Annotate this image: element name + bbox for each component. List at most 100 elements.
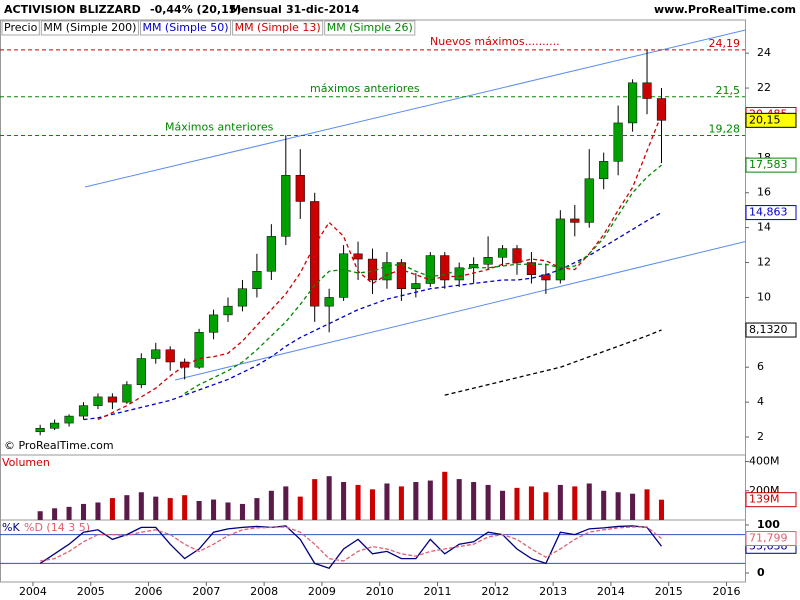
level-annotation: Nuevos máximos.......... xyxy=(430,35,560,48)
volume-bar xyxy=(66,506,72,520)
header-site: www.ProRealTime.com xyxy=(654,3,796,16)
volume-bar xyxy=(326,476,332,520)
volume-bar xyxy=(225,502,231,520)
candle-body xyxy=(599,161,609,180)
y-tick-label: 10 xyxy=(757,290,771,303)
y-tick-label: 4 xyxy=(757,395,764,408)
volume-bar xyxy=(341,482,347,520)
candle-body xyxy=(353,253,363,260)
legend-box xyxy=(40,20,139,36)
y-tick-label: 22 xyxy=(757,81,771,94)
candle-body xyxy=(469,264,479,269)
y-tick-label: 6 xyxy=(757,360,764,373)
volume-bar xyxy=(297,496,303,520)
candle-body xyxy=(252,271,262,289)
volume-bar xyxy=(601,490,607,520)
moving-average xyxy=(184,164,662,394)
x-tick-label: 2013 xyxy=(539,585,567,598)
candle-body xyxy=(497,248,508,258)
candle-body xyxy=(642,82,652,99)
last-value-label-box xyxy=(745,157,797,173)
y-tick-label: 0 xyxy=(757,566,765,579)
candle-body xyxy=(208,314,219,333)
candle-body xyxy=(180,361,190,368)
x-tick-label: 2004 xyxy=(19,585,47,598)
volume-bar xyxy=(211,499,217,520)
oscillator-line xyxy=(39,525,663,569)
x-tick-label: 2008 xyxy=(250,585,278,598)
last-value-label: 14,863 xyxy=(749,206,788,219)
volume-bar xyxy=(283,486,289,520)
y-tick-label: 16 xyxy=(757,186,771,199)
volume-bar xyxy=(630,493,636,520)
candle-body xyxy=(50,422,60,429)
candle-body xyxy=(628,82,638,124)
candle-body xyxy=(78,405,89,417)
legend-box xyxy=(1,20,40,36)
legend-entry: MM (Simple 13) xyxy=(235,21,321,34)
volume-bar xyxy=(268,490,274,520)
volume-bar xyxy=(398,486,404,520)
candle-body xyxy=(396,262,406,289)
candle-body xyxy=(122,384,132,403)
oscillator-line xyxy=(40,526,662,562)
candle-body xyxy=(411,283,421,289)
legend-box xyxy=(324,20,416,36)
candle-body xyxy=(656,98,667,121)
last-value-label-box xyxy=(745,322,797,338)
panel-subtitle: %D (14 3 5) xyxy=(24,521,90,534)
volume-bar xyxy=(52,508,58,520)
x-tick-label: 2007 xyxy=(192,585,220,598)
header-title: ACTIVISION BLIZZARD xyxy=(4,3,141,16)
volume-bar xyxy=(615,492,621,520)
header-period: Mensual xyxy=(230,3,282,16)
volume-bar xyxy=(572,486,578,520)
volume-bar xyxy=(442,471,448,520)
last-volume-label: 139M xyxy=(749,493,780,506)
legend-entry: MM (Simple 200) xyxy=(43,21,136,34)
candle-body xyxy=(107,396,117,403)
volume-bar xyxy=(312,479,318,520)
last-oscillator-label: 71,799 xyxy=(749,532,788,545)
x-tick-label: 2009 xyxy=(308,585,336,598)
candle-body xyxy=(613,122,623,162)
x-tick-label: 2015 xyxy=(655,585,683,598)
legend-entry: MM (Simple 50) xyxy=(142,21,228,34)
legend-entry: MM (Simple 26) xyxy=(327,21,413,34)
level-annotation: máximos anteriores xyxy=(310,82,420,95)
y-tick-label: 2 xyxy=(757,430,764,443)
header-change: -0,44% (20,15) xyxy=(150,3,241,16)
last-price-label: 20,15 xyxy=(749,113,781,126)
volume-bar xyxy=(485,484,491,520)
volume-bar xyxy=(543,492,549,520)
candle-body xyxy=(165,349,175,363)
x-tick-label: 2012 xyxy=(481,585,509,598)
level-label: 21,5 xyxy=(716,84,741,97)
y-tick-label: 400M xyxy=(749,455,780,468)
candle-body xyxy=(425,255,435,284)
candle-body xyxy=(295,175,305,202)
x-tick-label: 2006 xyxy=(135,585,163,598)
legend-box xyxy=(139,20,232,36)
y-tick-label: 12 xyxy=(757,256,771,269)
volume-bar xyxy=(427,480,433,520)
volume-bar xyxy=(182,495,188,520)
volume-bar xyxy=(196,501,202,520)
y-tick-label: 24 xyxy=(757,46,771,59)
volume-bar xyxy=(153,496,159,520)
moving-average xyxy=(97,114,663,421)
candle-body xyxy=(310,201,320,307)
volume-bar xyxy=(644,489,650,520)
volume-bar xyxy=(384,483,390,520)
candle-body xyxy=(541,274,551,281)
volume-bar xyxy=(500,490,506,520)
volume-bar xyxy=(658,499,665,520)
volume-bar xyxy=(514,487,520,520)
candle-body xyxy=(151,349,161,359)
candle-body xyxy=(555,218,565,281)
volume-bar xyxy=(355,484,361,520)
level-annotation: Máximos anteriores xyxy=(165,121,274,134)
legend-box xyxy=(232,20,324,36)
volume-bar xyxy=(37,511,43,520)
